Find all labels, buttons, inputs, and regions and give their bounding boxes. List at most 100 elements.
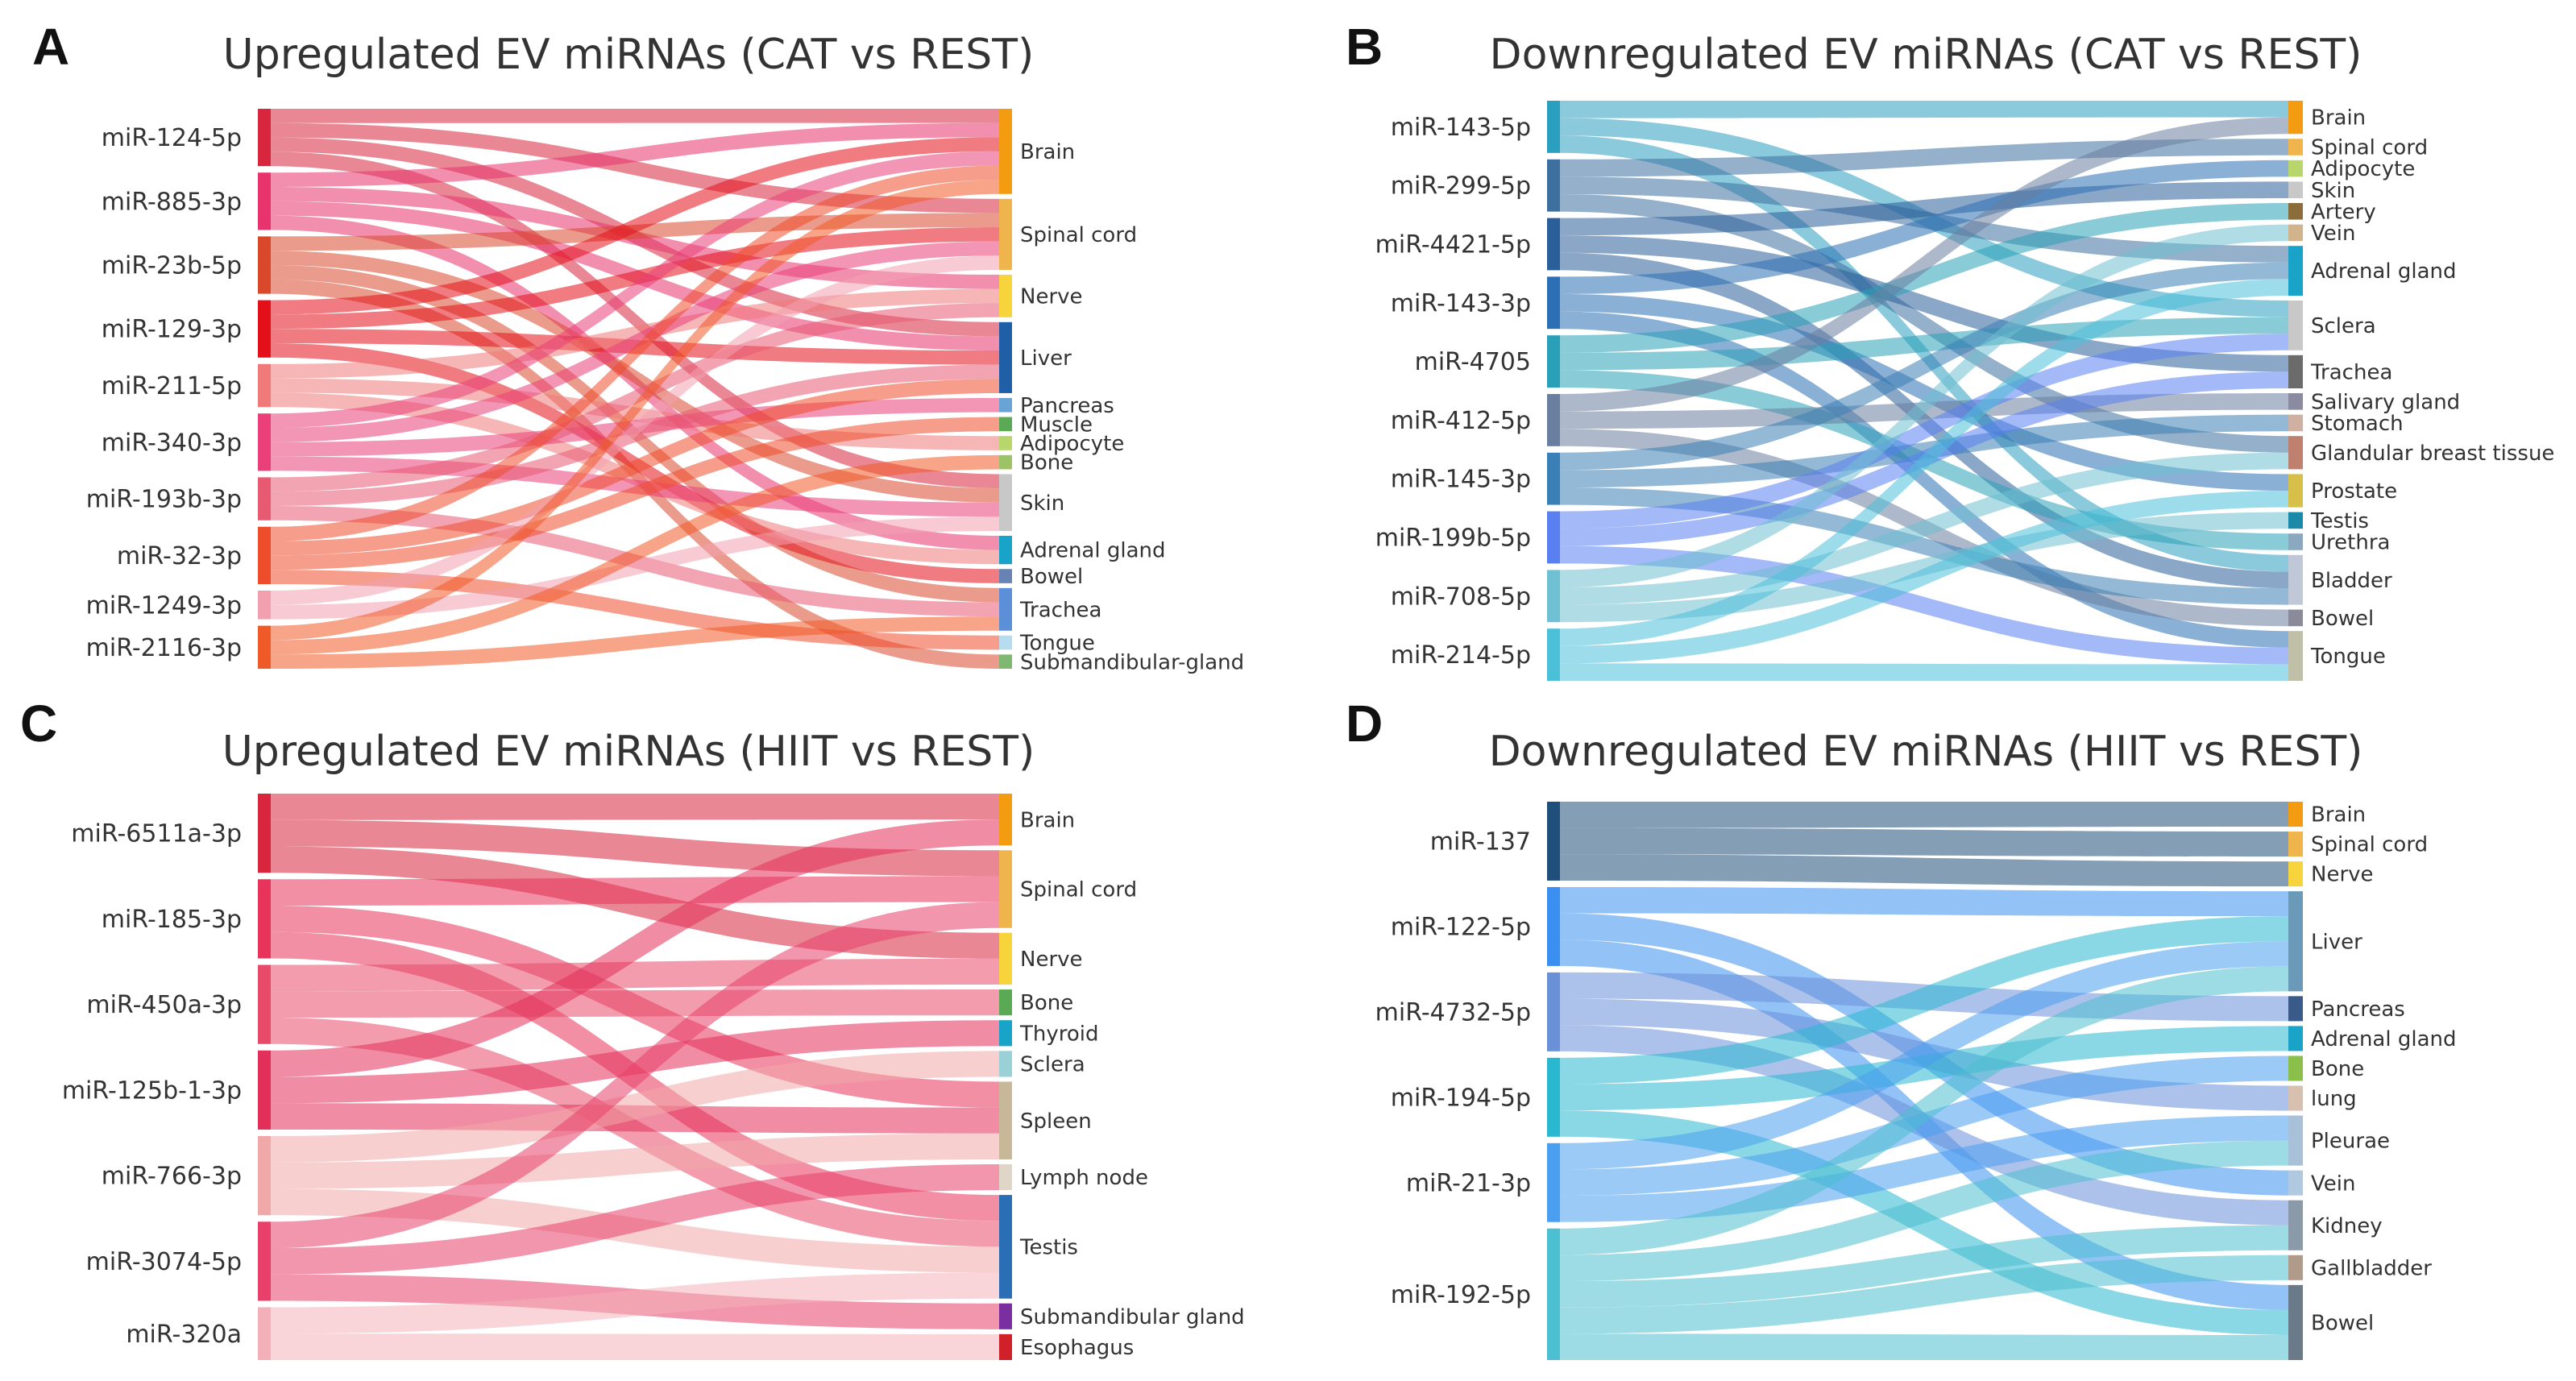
link-mir-32-3p-to-muscle [271,417,999,570]
source-label-mir-125b-1-3p: miR-125b-1-3p [62,1076,242,1105]
source-label-mir-299-5p: miR-299-5p [1391,172,1531,201]
source-node-mir-708-5p [1547,570,1560,623]
source-node-mir-199b-5p [1547,511,1560,564]
target-label-testis: Testis [2310,509,2369,533]
target-label-bowel: Bowel [2311,1312,2374,1336]
link-mir-450a-3p-to-nerve [271,958,999,992]
source-label-mir-2116-3p: miR-2116-3p [86,634,242,662]
source-label-mir-4732-5p: miR-4732-5p [1375,998,1531,1026]
link-mir-194-5p-to-adrenal-gland [1560,1026,2288,1111]
target-node-brain [2288,101,2303,135]
link-mir-199b-5p-to-sclera [1560,334,2288,529]
target-node-nerve [999,932,1012,985]
target-label-spinal-cord: Spinal cord [2311,833,2428,857]
target-node-skin [999,474,1012,531]
link-mir-143-3p-to-prostate [1560,294,2288,491]
target-label-liver: Liver [1020,346,1072,371]
source-label-mir-194-5p: miR-194-5p [1391,1084,1531,1112]
target-node-adrenal-gland [999,535,1012,565]
target-label-pleurae: Pleurae [2311,1130,2390,1154]
target-label-submandibular-gland: Submandibular gland [1020,1305,1245,1329]
target-node-spinal-cord [999,198,1012,270]
target-node-nerve [2288,861,2303,887]
source-label-mir-122-5p: miR-122-5p [1391,913,1531,941]
source-node-mir-766-3p [258,1136,271,1216]
target-node-bowel [999,569,1012,583]
link-mir-2116-3p-to-bone [271,454,999,655]
target-label-adipocyte: Adipocyte [2311,157,2415,181]
target-label-glandular-breast-tissue: Glandular breast tissue [2311,442,2554,466]
link-mir-1249-3p-to-skin [271,516,999,620]
target-node-glandular-breast-tissue [2288,436,2303,470]
target-label-brain: Brain [2311,803,2366,827]
target-label-vein: Vein [2311,222,2355,246]
target-label-nerve: Nerve [1020,284,1083,309]
target-node-vein [2288,224,2303,242]
panel-c: C Upregulated EV miRNAs (HIIT vs REST) m… [20,695,1245,1360]
link-mir-4421-5p-to-trachea [1560,235,2288,372]
source-label-mir-193b-3p: miR-193b-3p [86,486,242,514]
panel-title: Downregulated EV miRNAs (HIIT vs REST) [1489,728,2363,776]
source-label-mir-143-3p: miR-143-3p [1391,289,1531,317]
target-node-brain [2288,802,2303,827]
target-label-thyroid: Thyroid [1019,1022,1099,1046]
link-mir-124-5p-to-skin [271,151,999,489]
source-label-mir-124-5p: miR-124-5p [102,124,242,152]
target-node-submandibular-gland [999,1303,1012,1329]
target-node-bone [999,454,1012,470]
link-mir-708-5p-to-testis [1560,512,2288,623]
link-mir-145-3p-to-bladder [1560,487,2288,605]
source-node-mir-4705 [1547,335,1560,388]
link-mir-708-5p-to-vein [1560,224,2288,587]
link-mir-193b-3p-to-nerve [271,303,999,492]
source-node-mir-143-3p [1547,276,1560,330]
target-label-trachea: Trachea [1019,598,1101,622]
target-node-brain [999,794,1012,846]
target-label-tongue: Tongue [1019,632,1095,656]
panel-letter: A [32,18,69,76]
link-mir-3074-5p-to-spinal-cord [271,902,999,1248]
source-node-mir-193b-3p [258,477,271,520]
node-group: miR-137 miR-122-5p miR-4732-5p miR-194-5p mi… [1375,802,2457,1360]
target-label-stomach: Stomach [2311,412,2404,436]
target-node-prostate [2288,474,2303,508]
target-label-testis: Testis [1019,1236,1078,1260]
target-label-pancreas: Pancreas [1020,394,1114,418]
source-label-mir-885-3p: miR-885-3p [102,188,242,216]
target-label-bladder: Bladder [2311,569,2392,593]
source-node-mir-122-5p [1547,886,1560,966]
source-label-mir-143-5p: miR-143-5p [1391,114,1531,142]
target-label-brain: Brain [1020,140,1075,164]
link-mir-4421-5p-to-bladder [1560,252,2288,588]
target-node-pancreas [2288,996,2303,1022]
target-node-kidney [2288,1200,2303,1250]
source-label-mir-450a-3p: miR-450a-3p [86,991,242,1019]
link-mir-137-to-nerve [1560,854,2288,887]
link-mir-4421-5p-to-skin [1560,181,2288,236]
link-mir-214-5p-to-prostate [1560,491,2288,664]
target-node-spinal-cord [999,850,1012,928]
link-mir-192-5p-to-bowel [1560,1333,2288,1360]
source-node-mir-6511a-3p [258,794,271,873]
link-mir-124-5p-to-spinal-cord [271,122,999,214]
link-mir-708-5p-to-glandular-breast-tissue [1560,452,2288,605]
link-mir-125b-1-3p-to-thyroid [271,1020,999,1104]
link-mir-192-5p-to-pleurae [1560,1140,2288,1282]
source-node-mir-4421-5p [1547,218,1560,271]
target-node-artery [2288,203,2303,220]
target-label-pancreas: Pancreas [2311,997,2405,1022]
source-label-mir-4705: miR-4705 [1415,348,1531,376]
link-mir-214-5p-to-tongue [1560,663,2288,681]
target-node-trachea [2288,355,2303,388]
link-mir-21-3p-to-pleurae [1560,1115,2288,1222]
link-mir-320a-to-esophagus [271,1333,999,1360]
link-mir-450a-3p-to-testis [271,1018,999,1247]
target-node-testis [999,1195,1012,1299]
link-mir-32-3p-to-liver [271,379,999,556]
target-label-submandibular-gland: Submandibular-gland [1020,650,1244,674]
link-mir-137-to-brain [1560,802,2288,828]
source-label-mir-129-3p: miR-129-3p [102,316,242,344]
target-label-trachea: Trachea [2310,361,2392,385]
panel-a: A Upregulated EV miRNAs (CAT vs REST) mi… [32,18,1244,674]
source-label-mir-1249-3p: miR-1249-3p [86,591,242,620]
